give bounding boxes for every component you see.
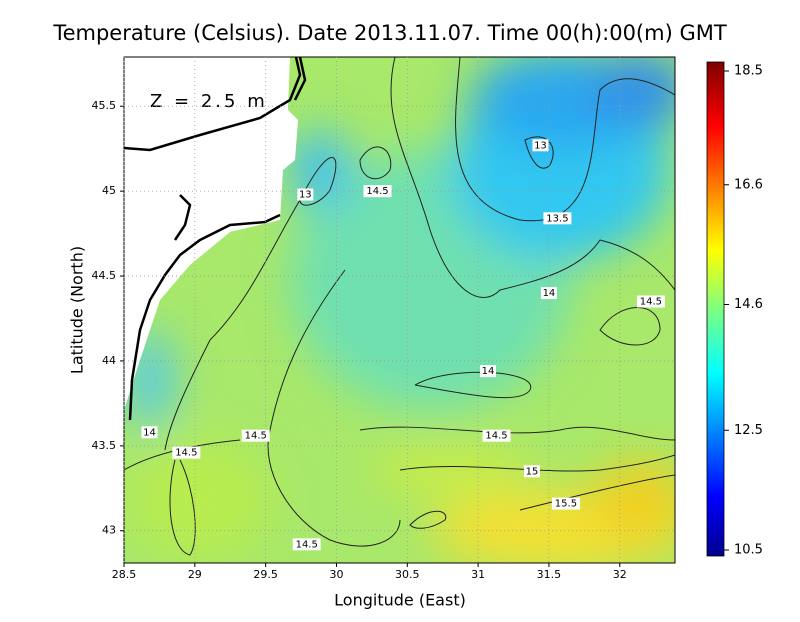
x-tick-label: 28.5 [112,568,137,581]
contour-label-bg [523,465,540,478]
colorbar-tick-label: 14.6 [734,297,763,312]
y-tick-label: 44.5 [92,269,117,282]
contour-label: 14.5 [366,186,388,197]
y-tick-label: 44 [102,354,116,367]
y-tick-label: 45.5 [92,99,117,112]
contour-label: 14.5 [485,431,507,442]
contour-label-bg [241,429,270,442]
y-tick-label: 43.5 [92,439,117,452]
contour-label: 14 [143,427,156,438]
x-tick-label: 31.5 [537,568,562,581]
contour-label: 13 [534,140,547,151]
colorbar [706,61,725,557]
contour-label: 14 [482,366,495,377]
contour-label-bg [480,365,497,378]
x-tick-label: 30 [329,568,343,581]
y-axis-label: Latitude (North) [68,246,87,374]
contour-label: 14.5 [296,539,318,550]
contour-label-bg [172,446,201,459]
x-tick-label: 29 [188,568,202,581]
colorbar-tick-label: 16.6 [734,177,763,192]
x-tick-label: 29.5 [253,568,278,581]
contour-label-bg [540,287,557,300]
contour-label: 14.5 [245,431,267,442]
x-tick-label: 32 [613,568,627,581]
contour-label: 14 [543,288,556,299]
colorbar-tick-label: 12.5 [734,423,763,438]
contour-label-bg [532,139,549,152]
contour-label-bg [297,188,314,201]
y-tick-label: 45 [102,184,116,197]
contour-label: 14.5 [175,448,197,459]
contour-label: 13 [299,190,312,201]
contour-label-bg [543,212,572,225]
contour-label-bg [551,497,580,510]
y-tick-label: 43 [102,524,116,537]
x-tick-label: 30.5 [395,568,420,581]
contour-label: 15 [526,466,539,477]
temperature-field [124,57,675,563]
contour-label-bg [636,295,665,308]
contour-label-bg [363,185,392,198]
contour-label: 15.5 [555,499,577,510]
depth-annotation: Z = 2.5 m [150,91,268,112]
contour-label-bg [141,426,158,439]
contour-label: 14.5 [640,297,662,308]
colorbar-tick-label: 18.5 [734,64,763,79]
colorbar-tick-label: 10.5 [734,543,763,558]
contour-label-bg [482,429,511,442]
contour-label: 13.5 [546,213,568,224]
chart-title: Temperature (Celsius). Date 2013.11.07. … [52,21,727,45]
x-axis-label: Longitude (East) [334,591,466,610]
contour-label-bg [292,538,321,551]
x-tick-label: 31 [471,568,485,581]
